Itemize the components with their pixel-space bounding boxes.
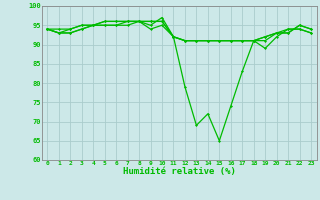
X-axis label: Humidité relative (%): Humidité relative (%): [123, 167, 236, 176]
